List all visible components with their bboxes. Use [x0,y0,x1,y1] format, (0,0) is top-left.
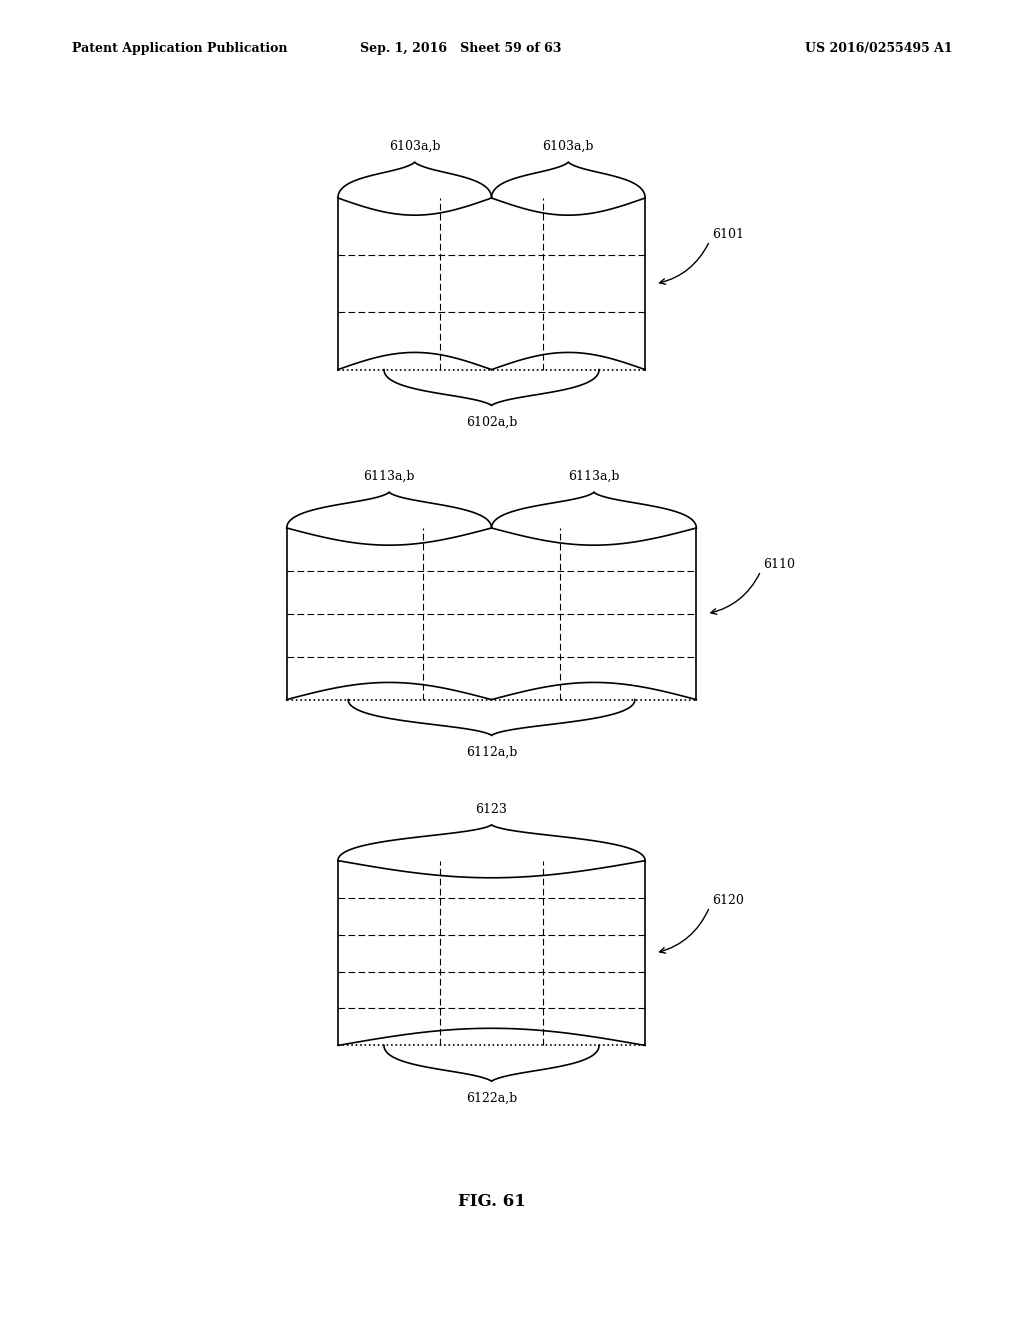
Text: FIG. 61: FIG. 61 [458,1193,525,1209]
Text: Sep. 1, 2016   Sheet 59 of 63: Sep. 1, 2016 Sheet 59 of 63 [360,42,561,55]
Text: 6113a,b: 6113a,b [568,470,620,483]
Text: 6122a,b: 6122a,b [466,1092,517,1105]
Text: 6120: 6120 [712,894,743,907]
Text: 6103a,b: 6103a,b [389,140,440,153]
Text: 6102a,b: 6102a,b [466,416,517,429]
Text: 6113a,b: 6113a,b [364,470,415,483]
Text: 6110: 6110 [763,558,795,570]
Text: 6101: 6101 [712,228,743,240]
Text: 6103a,b: 6103a,b [543,140,594,153]
Text: US 2016/0255495 A1: US 2016/0255495 A1 [805,42,952,55]
Text: 6112a,b: 6112a,b [466,746,517,759]
Text: Patent Application Publication: Patent Application Publication [72,42,287,55]
Text: 6123: 6123 [475,803,508,816]
